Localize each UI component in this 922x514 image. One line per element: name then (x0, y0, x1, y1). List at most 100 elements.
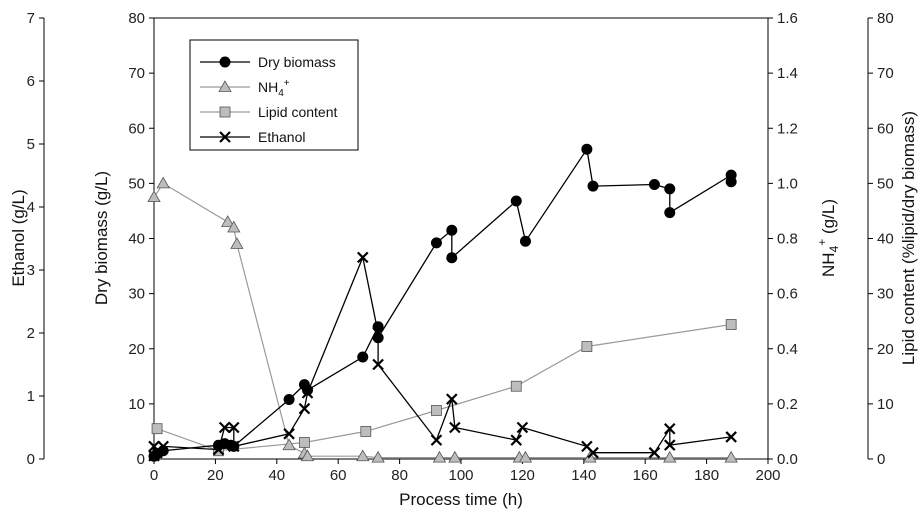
data-point-dry-biomass (446, 252, 458, 264)
lipid-tick-label: 20 (877, 341, 894, 358)
data-point-ethanol (430, 434, 443, 446)
data-point-ethanol (228, 421, 240, 434)
data-point-dry-biomass (372, 332, 384, 344)
data-point-dry-biomass (302, 384, 313, 396)
legend: Dry biomass NH4+ Lipid content Ethanol (189, 39, 359, 151)
lipid-axis-title: Lipid content (%lipid/dry biomass) (899, 111, 918, 365)
series-line-nh4 (153, 182, 732, 459)
data-point-ethanol (663, 422, 676, 435)
lipid-tick-label: 50 (877, 175, 894, 192)
x-tick-label: 180 (694, 467, 719, 484)
lipid-tick-label: 30 (877, 286, 894, 303)
data-point-nh4 (300, 449, 315, 462)
nh4-tick-label: 0.0 (777, 451, 798, 468)
data-point-ethanol (587, 446, 599, 459)
nh4-tick-label: 0.8 (777, 231, 798, 248)
axes-layer: 0 20 40 60 80 100 120 140 160 180 2000102030405060… (27, 10, 894, 484)
legend-label: Lipid content (258, 104, 338, 120)
data-point-dry-biomass (357, 351, 369, 363)
x-axis-title: Process time (h) (399, 490, 523, 509)
data-point-ethanol (298, 402, 311, 415)
biomass-tick-label: 30 (128, 286, 145, 303)
data-point-ethanol (663, 439, 676, 451)
legend-entry: NH4+ (200, 78, 290, 99)
data-point-nh4 (518, 450, 533, 463)
data-point-nh4 (448, 450, 462, 463)
legend-entry: Lipid content (200, 104, 338, 120)
data-point-nh4 (356, 449, 370, 462)
series-dry-biomass (148, 143, 737, 462)
data-point-nh4 (432, 450, 447, 463)
legend-label: Dry biomass (258, 54, 336, 70)
data-point-lipid-content (581, 341, 593, 352)
data-point-nh4 (227, 220, 241, 233)
data-point-ethanol (648, 446, 661, 459)
biomass-axis-title: Dry biomass (g/L) (92, 171, 111, 305)
nh4-axis-title: NH4+ (g/L) (815, 199, 841, 277)
data-point-lipid-content (510, 380, 522, 392)
biomass-tick-label: 80 (128, 10, 145, 27)
series-layer (147, 143, 738, 463)
legend-marker-triangle (218, 80, 232, 92)
data-point-ethanol (510, 434, 523, 446)
data-point-nh4 (220, 215, 235, 227)
nh4-axis-title-sub: 4 (827, 245, 841, 252)
data-point-nh4 (663, 450, 677, 463)
lipid-tick-label: 0 (877, 451, 885, 468)
data-point-lipid-content (151, 423, 163, 435)
biomass-tick-label: 10 (128, 396, 145, 413)
data-point-dry-biomass (228, 440, 240, 452)
biomass-tick-label: 20 (128, 341, 145, 358)
legend-box (189, 39, 359, 151)
data-point-nh4 (282, 438, 296, 451)
ethanol-tick-label: 4 (27, 199, 35, 216)
x-tick-label: 40 (268, 467, 285, 484)
legend-label: NH4+ (258, 78, 290, 99)
data-point-ethanol (372, 358, 384, 371)
data-point-lipid-content (431, 405, 442, 416)
nh4-tick-label: 0.4 (777, 341, 798, 358)
nh4-tick-label: 1.4 (777, 65, 798, 82)
data-point-ethanol (516, 421, 529, 434)
data-point-nh4 (230, 237, 244, 249)
ethanol-tick-label: 6 (27, 73, 35, 90)
ethanol-axis-title: Ethanol (g/L) (9, 189, 28, 286)
data-point-ethanol (283, 428, 295, 440)
series-nh4 (147, 176, 738, 463)
nh4-tick-label: 1.2 (777, 120, 798, 137)
data-point-dry-biomass (664, 183, 676, 195)
biomass-tick-label: 0 (137, 451, 145, 468)
ethanol-tick-label: 1 (27, 388, 35, 405)
nh4-axis-title-main: NH (819, 252, 838, 277)
biomass-tick-label: 60 (128, 120, 145, 137)
legend-entry: Dry biomass (200, 54, 336, 70)
data-point-ethanol (449, 421, 461, 434)
legend-entry: Ethanol (200, 129, 305, 145)
biomass-tick-label: 70 (128, 65, 145, 82)
data-point-ethanol (356, 251, 369, 264)
data-point-dry-biomass (510, 195, 522, 207)
nh4-tick-label: 0.2 (777, 396, 798, 413)
data-point-lipid-content (725, 319, 737, 330)
x-tick-label: 80 (391, 467, 408, 484)
biomass-tick-label: 40 (128, 231, 145, 248)
x-tick-label: 160 (633, 467, 658, 484)
x-tick-label: 140 (571, 467, 596, 484)
data-point-dry-biomass (430, 237, 442, 249)
x-tick-label: 120 (510, 467, 535, 484)
data-point-dry-biomass (664, 207, 676, 219)
data-point-nh4 (156, 176, 170, 189)
data-point-lipid-content (360, 426, 372, 437)
lipid-tick-label: 70 (877, 65, 894, 82)
x-tick-label: 60 (330, 467, 347, 484)
lipid-tick-label: 10 (877, 396, 894, 413)
nh4-tick-label: 1.0 (777, 175, 798, 192)
series-line-lipid-content (156, 323, 732, 452)
series-line-dry-biomass (153, 147, 732, 457)
ethanol-tick-label: 2 (27, 325, 35, 342)
data-point-dry-biomass (648, 178, 660, 190)
ethanol-tick-label: 7 (27, 10, 35, 27)
nh4-axis-title-sup: + (815, 239, 829, 246)
data-point-ethanol (446, 393, 458, 405)
legend-marker-circle (219, 56, 231, 68)
